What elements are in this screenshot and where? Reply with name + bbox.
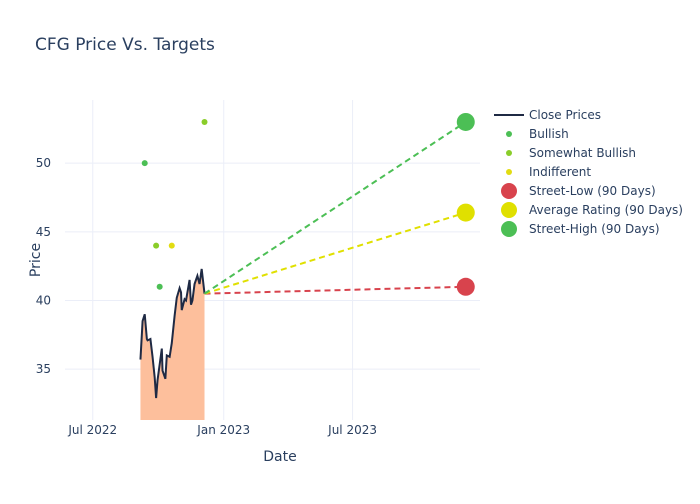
legend-entry: Somewhat Bullish: [529, 146, 636, 160]
legend-marker-swatch: [506, 131, 512, 137]
legend-entry: Average Rating (90 Days): [529, 203, 683, 217]
chart-title: CFG Price Vs. Targets: [35, 35, 215, 55]
legend-entry: Indifferent: [529, 165, 591, 179]
y-tick-label: 45: [36, 225, 51, 239]
legend-entry: Street-High (90 Days): [529, 222, 660, 236]
rating-point-somewhat-bullish: [201, 118, 208, 125]
street-low-target-marker: [456, 277, 475, 296]
close-price-line: [139, 268, 206, 399]
y-axis-label: Price: [28, 243, 44, 277]
legend-marker-swatch: [501, 221, 517, 237]
y-tick-label: 50: [36, 156, 51, 170]
rating-point-bullish: [156, 283, 163, 290]
legend-marker-swatch: [501, 202, 517, 218]
y-tick-label: 35: [36, 362, 51, 376]
legend-marker-swatch: [506, 169, 512, 175]
x-axis-label: Date: [263, 449, 296, 465]
x-tick-label: Jul 2022: [67, 423, 117, 437]
x-tick-label: Jan 2023: [196, 423, 250, 437]
rating-point-somewhat-bullish: [153, 242, 160, 249]
legend: Close Prices Bullish Somewhat Bullish Indif…: [494, 108, 683, 237]
y-tick-label: 40: [36, 294, 51, 308]
legend-marker-swatch: [501, 183, 517, 199]
legend-marker-swatch: [506, 150, 512, 156]
street-high-target-marker: [456, 112, 475, 131]
street-low-target-line: [204, 285, 466, 295]
average-rating-target-line: [204, 211, 467, 295]
rating-point-bullish: [141, 160, 148, 167]
x-tick-label: Jul 2023: [327, 423, 377, 437]
average-rating-target-marker: [456, 203, 475, 222]
legend-entry: Street-Low (90 Days): [529, 184, 656, 198]
legend-entry: Close Prices: [529, 108, 601, 122]
legend-entry: Bullish: [529, 127, 569, 141]
street-high-target-line: [203, 121, 467, 295]
rating-point-indifferent: [168, 242, 175, 249]
